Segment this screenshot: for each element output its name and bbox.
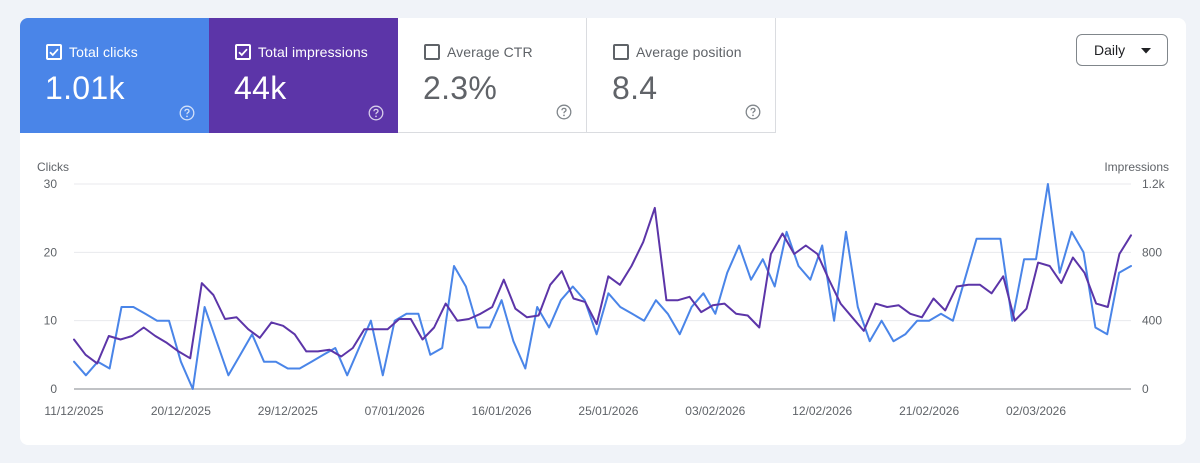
left-tick-label: 30 — [44, 177, 58, 191]
help-circle-icon[interactable] — [179, 105, 195, 121]
checkbox-checked-icon[interactable] — [235, 44, 251, 60]
series-line-impressions — [73, 206, 1132, 365]
metric-label: Total impressions — [258, 44, 368, 60]
caret-down-icon — [1141, 48, 1151, 54]
right-axis-title: Impressions — [1104, 160, 1169, 174]
metric-total-clicks[interactable]: Total clicks 1.01k — [20, 18, 209, 133]
help-circle-icon[interactable] — [556, 104, 572, 120]
metric-value: 1.01k — [45, 70, 125, 106]
right-tick-label: 400 — [1142, 314, 1162, 328]
x-tick-label: 16/01/2026 — [472, 404, 532, 418]
metric-total-impressions[interactable]: Total impressions 44k — [209, 18, 398, 133]
metric-average-position[interactable]: Average position 8.4 — [587, 18, 776, 133]
metric-label: Average position — [636, 44, 742, 60]
right-tick-label: 1.2k — [1142, 177, 1166, 191]
left-tick-label: 10 — [44, 314, 58, 328]
metric-value: 8.4 — [612, 70, 658, 106]
x-tick-label: 29/12/2025 — [258, 404, 318, 418]
metric-tabs: Total clicks 1.01k Total impressions 44k — [20, 18, 776, 133]
checkbox-checked-icon[interactable] — [46, 44, 62, 60]
metric-value: 2.3% — [423, 70, 498, 106]
performance-card: Total clicks 1.01k Total impressions 44k — [20, 18, 1186, 445]
checkbox-unchecked-icon[interactable] — [424, 44, 440, 60]
x-tick-label: 21/02/2026 — [899, 404, 959, 418]
performance-chart: Clicks Impressions 0 0 10 400 20 800 30 1.2k 11/… — [37, 160, 1169, 418]
series-line-clicks — [73, 183, 1132, 390]
x-tick-label: 02/03/2026 — [1006, 404, 1066, 418]
x-tick-label: 20/12/2025 — [151, 404, 211, 418]
metric-label: Average CTR — [447, 44, 533, 60]
right-tick-label: 0 — [1142, 382, 1149, 396]
x-tick-label: 11/12/2025 — [44, 404, 103, 418]
metric-average-ctr[interactable]: Average CTR 2.3% — [398, 18, 587, 133]
granularity-dropdown[interactable]: Daily — [1076, 34, 1168, 66]
metric-value: 44k — [234, 70, 287, 106]
x-tick-label: 03/02/2026 — [685, 404, 745, 418]
x-tick-label: 25/01/2026 — [578, 404, 638, 418]
x-tick-label: 07/01/2026 — [365, 404, 425, 418]
left-axis-title: Clicks — [37, 160, 69, 174]
left-tick-label: 0 — [50, 382, 57, 396]
x-tick-label: 12/02/2026 — [792, 404, 852, 418]
checkbox-unchecked-icon[interactable] — [613, 44, 629, 60]
metric-label: Total clicks — [69, 44, 138, 60]
help-circle-icon[interactable] — [368, 105, 384, 121]
left-tick-label: 20 — [44, 245, 58, 259]
granularity-selected: Daily — [1094, 42, 1126, 58]
right-tick-label: 800 — [1142, 245, 1162, 259]
help-circle-icon[interactable] — [745, 104, 761, 120]
